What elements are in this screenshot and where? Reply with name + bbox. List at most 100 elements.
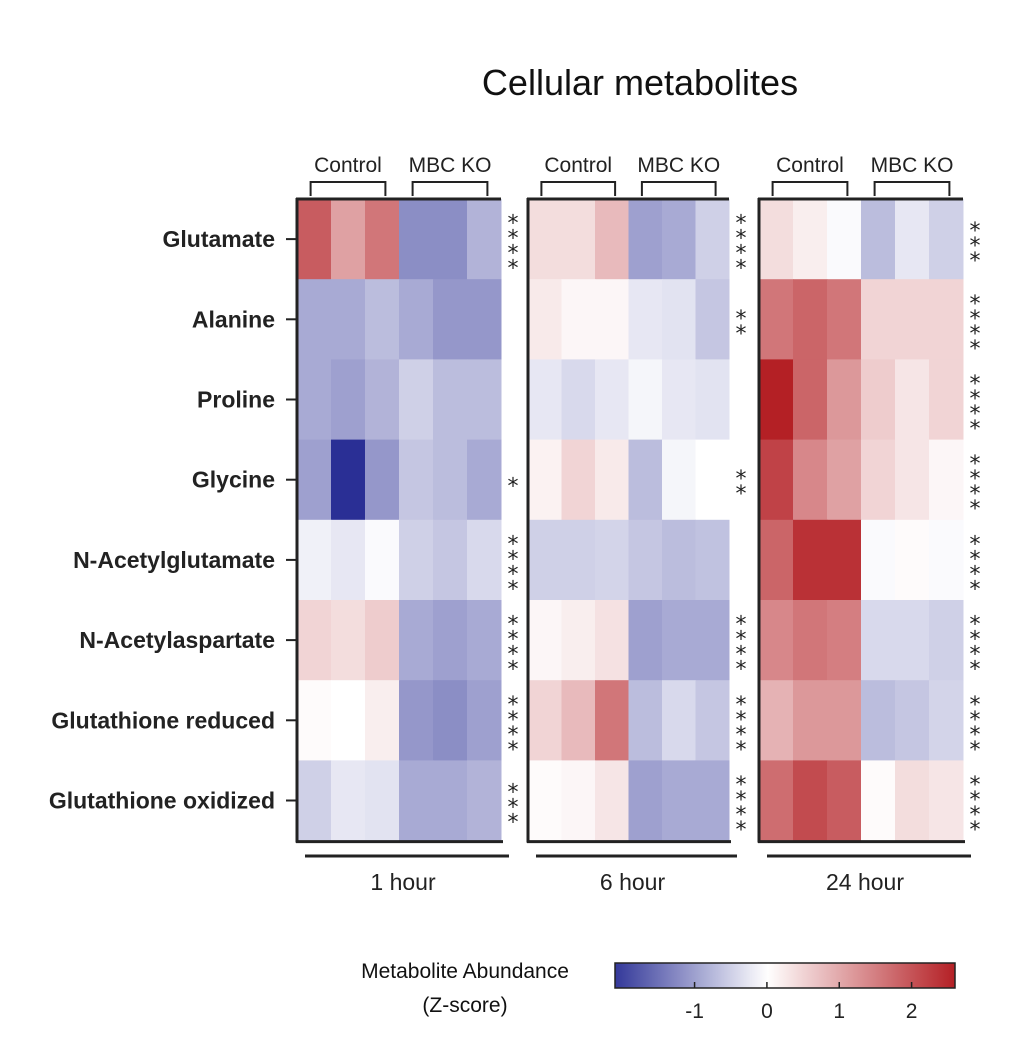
- cell-1-hour-proline-6: [467, 359, 502, 441]
- cell-1-hour-glutamate-1: [297, 199, 332, 280]
- cell-1-hour-n-acetylaspartate-4: [399, 600, 434, 681]
- cell-24-hour-glutamate-4: [861, 199, 896, 280]
- group-bracket-6-hour-control: [540, 181, 617, 196]
- cell-1-hour-glutathione-reduced-5: [433, 680, 468, 761]
- panel-label-6-hour: 6 hour: [600, 869, 666, 895]
- significance-24-hour-alanine: * * * *: [970, 292, 981, 362]
- cell-6-hour-n-acetylglutamate-3: [595, 519, 629, 601]
- cell-1-hour-n-acetylaspartate-6: [467, 600, 502, 681]
- cell-6-hour-n-acetylglutamate-2: [561, 519, 596, 601]
- cell-1-hour-glycine-5: [433, 439, 468, 521]
- significance-1-hour-n-acetylaspartate: * * * *: [508, 613, 519, 683]
- row-label-proline: Proline: [197, 387, 275, 413]
- cell-6-hour-proline-3: [595, 359, 629, 441]
- cell-6-hour-n-acetylaspartate-2: [561, 600, 596, 681]
- cell-24-hour-proline-3: [827, 359, 862, 441]
- cell-24-hour-glutathione-reduced-6: [929, 680, 964, 761]
- significance-24-hour-n-acetylglutamate: * * * *: [970, 532, 981, 602]
- cell-24-hour-glutathione-reduced-2: [793, 680, 828, 761]
- significance-1-hour-glutathione-oxidized: * * *: [508, 781, 519, 836]
- cell-6-hour-glutamate-3: [595, 199, 629, 280]
- cell-24-hour-n-acetylglutamate-2: [793, 519, 828, 601]
- cell-24-hour-alanine-1: [759, 279, 794, 360]
- cell-1-hour-proline-3: [365, 359, 400, 441]
- cell-24-hour-glycine-1: [759, 439, 794, 521]
- cell-24-hour-glycine-3: [827, 439, 862, 521]
- significance-6-hour-glycine: * *: [736, 467, 747, 507]
- cell-6-hour-glutathione-reduced-6: [695, 680, 730, 761]
- cell-1-hour-alanine-5: [433, 279, 468, 360]
- cell-24-hour-glutamate-5: [895, 199, 930, 280]
- cell-6-hour-n-acetylaspartate-4: [628, 600, 663, 681]
- cell-24-hour-glutamate-2: [793, 199, 828, 280]
- cell-6-hour-glycine-4: [628, 439, 663, 521]
- cell-24-hour-n-acetylglutamate-6: [929, 519, 964, 601]
- cell-24-hour-proline-1: [759, 359, 794, 441]
- cell-24-hour-glycine-4: [861, 439, 896, 521]
- significance-24-hour-proline: * * * *: [970, 372, 981, 442]
- cell-1-hour-n-acetylaspartate-3: [365, 600, 400, 681]
- cell-1-hour-glutathione-reduced-2: [331, 680, 366, 761]
- cell-1-hour-n-acetylglutamate-3: [365, 519, 400, 601]
- cell-6-hour-glycine-1: [528, 439, 562, 521]
- cell-24-hour-glutathione-reduced-1: [759, 680, 794, 761]
- cell-24-hour-glutathione-reduced-4: [861, 680, 896, 761]
- cell-6-hour-n-acetylglutamate-4: [628, 519, 663, 601]
- row-label-glutamate: Glutamate: [163, 226, 275, 252]
- cell-1-hour-glutathione-oxidized-5: [433, 760, 468, 842]
- cell-1-hour-glutathione-reduced-1: [297, 680, 332, 761]
- cell-6-hour-glycine-6: [695, 439, 730, 521]
- cell-1-hour-glycine-6: [467, 439, 502, 521]
- cell-1-hour-alanine-1: [297, 279, 332, 360]
- cell-24-hour-n-acetylaspartate-6: [929, 600, 964, 681]
- cell-24-hour-n-acetylaspartate-5: [895, 600, 930, 681]
- cell-1-hour-glutathione-oxidized-1: [297, 760, 332, 842]
- cell-1-hour-proline-5: [433, 359, 468, 441]
- cell-6-hour-glutamate-5: [662, 199, 696, 280]
- cell-1-hour-glutathione-reduced-6: [467, 680, 502, 761]
- cell-6-hour-proline-2: [561, 359, 596, 441]
- colorbar-title: Metabolite Abundance (Z-score): [330, 955, 600, 1023]
- colorbar-tick-label-1: -1: [685, 1000, 704, 1023]
- cell-6-hour-glutathione-reduced-1: [528, 680, 562, 761]
- cell-6-hour-glutathione-reduced-3: [595, 680, 629, 761]
- significance-24-hour-n-acetylaspartate: * * * *: [970, 613, 981, 683]
- cell-24-hour-glutathione-oxidized-3: [827, 760, 862, 842]
- cell-1-hour-glutamate-6: [467, 199, 502, 280]
- cell-24-hour-glycine-5: [895, 439, 930, 521]
- cell-24-hour-n-acetylglutamate-4: [861, 519, 896, 601]
- cell-24-hour-alanine-5: [895, 279, 930, 360]
- significance-24-hour-glutamate: * * *: [970, 219, 981, 274]
- cell-6-hour-alanine-1: [528, 279, 562, 360]
- cell-6-hour-glutathione-reduced-2: [561, 680, 596, 761]
- row-label-n-acetylglutamate: N-Acetylglutamate: [73, 547, 275, 573]
- cell-6-hour-glutathione-oxidized-4: [628, 760, 663, 842]
- cell-1-hour-proline-1: [297, 359, 332, 441]
- significance-24-hour-glutathione-oxidized: * * * *: [970, 773, 981, 843]
- cell-1-hour-glycine-2: [331, 439, 366, 521]
- cell-1-hour-glutathione-oxidized-6: [467, 760, 502, 842]
- significance-1-hour-glycine: *: [508, 475, 519, 500]
- row-label-glycine: Glycine: [192, 467, 275, 493]
- cell-1-hour-alanine-2: [331, 279, 366, 360]
- cell-6-hour-alanine-2: [561, 279, 596, 360]
- cell-24-hour-n-acetylglutamate-5: [895, 519, 930, 601]
- cell-1-hour-n-acetylglutamate-4: [399, 519, 434, 601]
- significance-1-hour-glutamate: * * * *: [508, 212, 519, 282]
- group-label-1-hour-mbc-ko: MBC KO: [409, 154, 492, 177]
- cell-6-hour-proline-1: [528, 359, 562, 441]
- cell-1-hour-glutathione-oxidized-4: [399, 760, 434, 842]
- cell-6-hour-n-acetylglutamate-1: [528, 519, 562, 601]
- cell-6-hour-n-acetylglutamate-5: [662, 519, 696, 601]
- panel-label-1-hour: 1 hour: [370, 869, 436, 895]
- cell-1-hour-glutamate-5: [433, 199, 468, 280]
- group-label-6-hour-control: Control: [544, 154, 612, 177]
- cell-24-hour-proline-6: [929, 359, 964, 441]
- significance-6-hour-glutathione-oxidized: * * * *: [736, 773, 747, 843]
- cell-24-hour-glycine-6: [929, 439, 964, 521]
- cell-1-hour-glycine-1: [297, 439, 332, 521]
- cell-6-hour-glutathione-oxidized-5: [662, 760, 696, 842]
- cell-24-hour-proline-4: [861, 359, 896, 441]
- cell-6-hour-glutathione-reduced-4: [628, 680, 663, 761]
